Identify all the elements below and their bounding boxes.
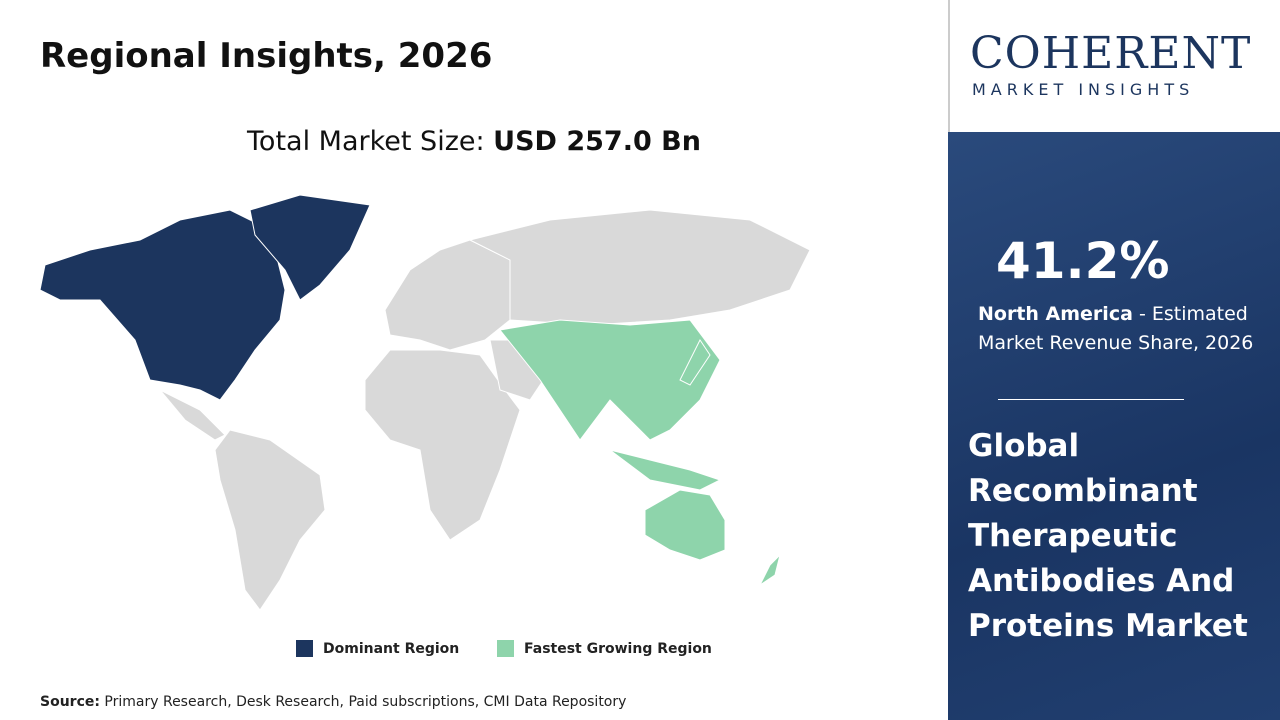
legend-swatch	[497, 640, 514, 657]
market-size-label: Total Market Size:	[247, 126, 485, 157]
legend-label: Fastest Growing Region	[524, 640, 712, 657]
region-name: North America	[978, 303, 1133, 325]
share-description: North America - Estimated Market Revenue…	[978, 300, 1268, 358]
central-america	[159, 389, 226, 441]
source-label: Source:	[40, 694, 100, 710]
source: Source: Primary Research, Desk Research,…	[40, 694, 626, 710]
asia-pacific	[499, 319, 721, 441]
logo: COHERENT MARKET INSIGHTS	[948, 0, 1280, 132]
divider	[998, 399, 1184, 400]
source-text: Primary Research, Desk Research, Paid su…	[104, 694, 627, 710]
greenland	[249, 194, 371, 301]
africa	[364, 349, 521, 541]
legend-label: Dominant Region	[323, 640, 460, 657]
australia	[644, 489, 726, 561]
description-text: - Estimated Market Revenue Share, 2026	[978, 303, 1254, 354]
southeast-asia	[609, 449, 722, 491]
new-zealand	[758, 553, 781, 587]
japan	[679, 339, 711, 386]
share-value: 41.2%	[996, 232, 1170, 290]
europe	[384, 239, 511, 351]
logo-tagline: MARKET INSIGHTS	[972, 80, 1195, 99]
south-america	[214, 429, 326, 611]
legend-item: Dominant Region	[296, 640, 459, 657]
side-panel: 41.2% North America - Estimated Market R…	[948, 132, 1280, 720]
legend-item: Fastest Growing Region	[497, 640, 712, 657]
market-size: Total Market Size: USD 257.0 Bn	[0, 126, 948, 157]
page-title: Regional Insights, 2026	[40, 36, 493, 76]
north-america	[39, 209, 286, 401]
world-map	[39, 194, 811, 611]
logo-name: COHERENT	[970, 28, 1252, 79]
market-size-value: USD 257.0 Bn	[493, 126, 701, 157]
legend-swatch	[296, 640, 313, 657]
market-title: Global Recombinant Therapeutic Antibodie…	[968, 428, 1248, 644]
